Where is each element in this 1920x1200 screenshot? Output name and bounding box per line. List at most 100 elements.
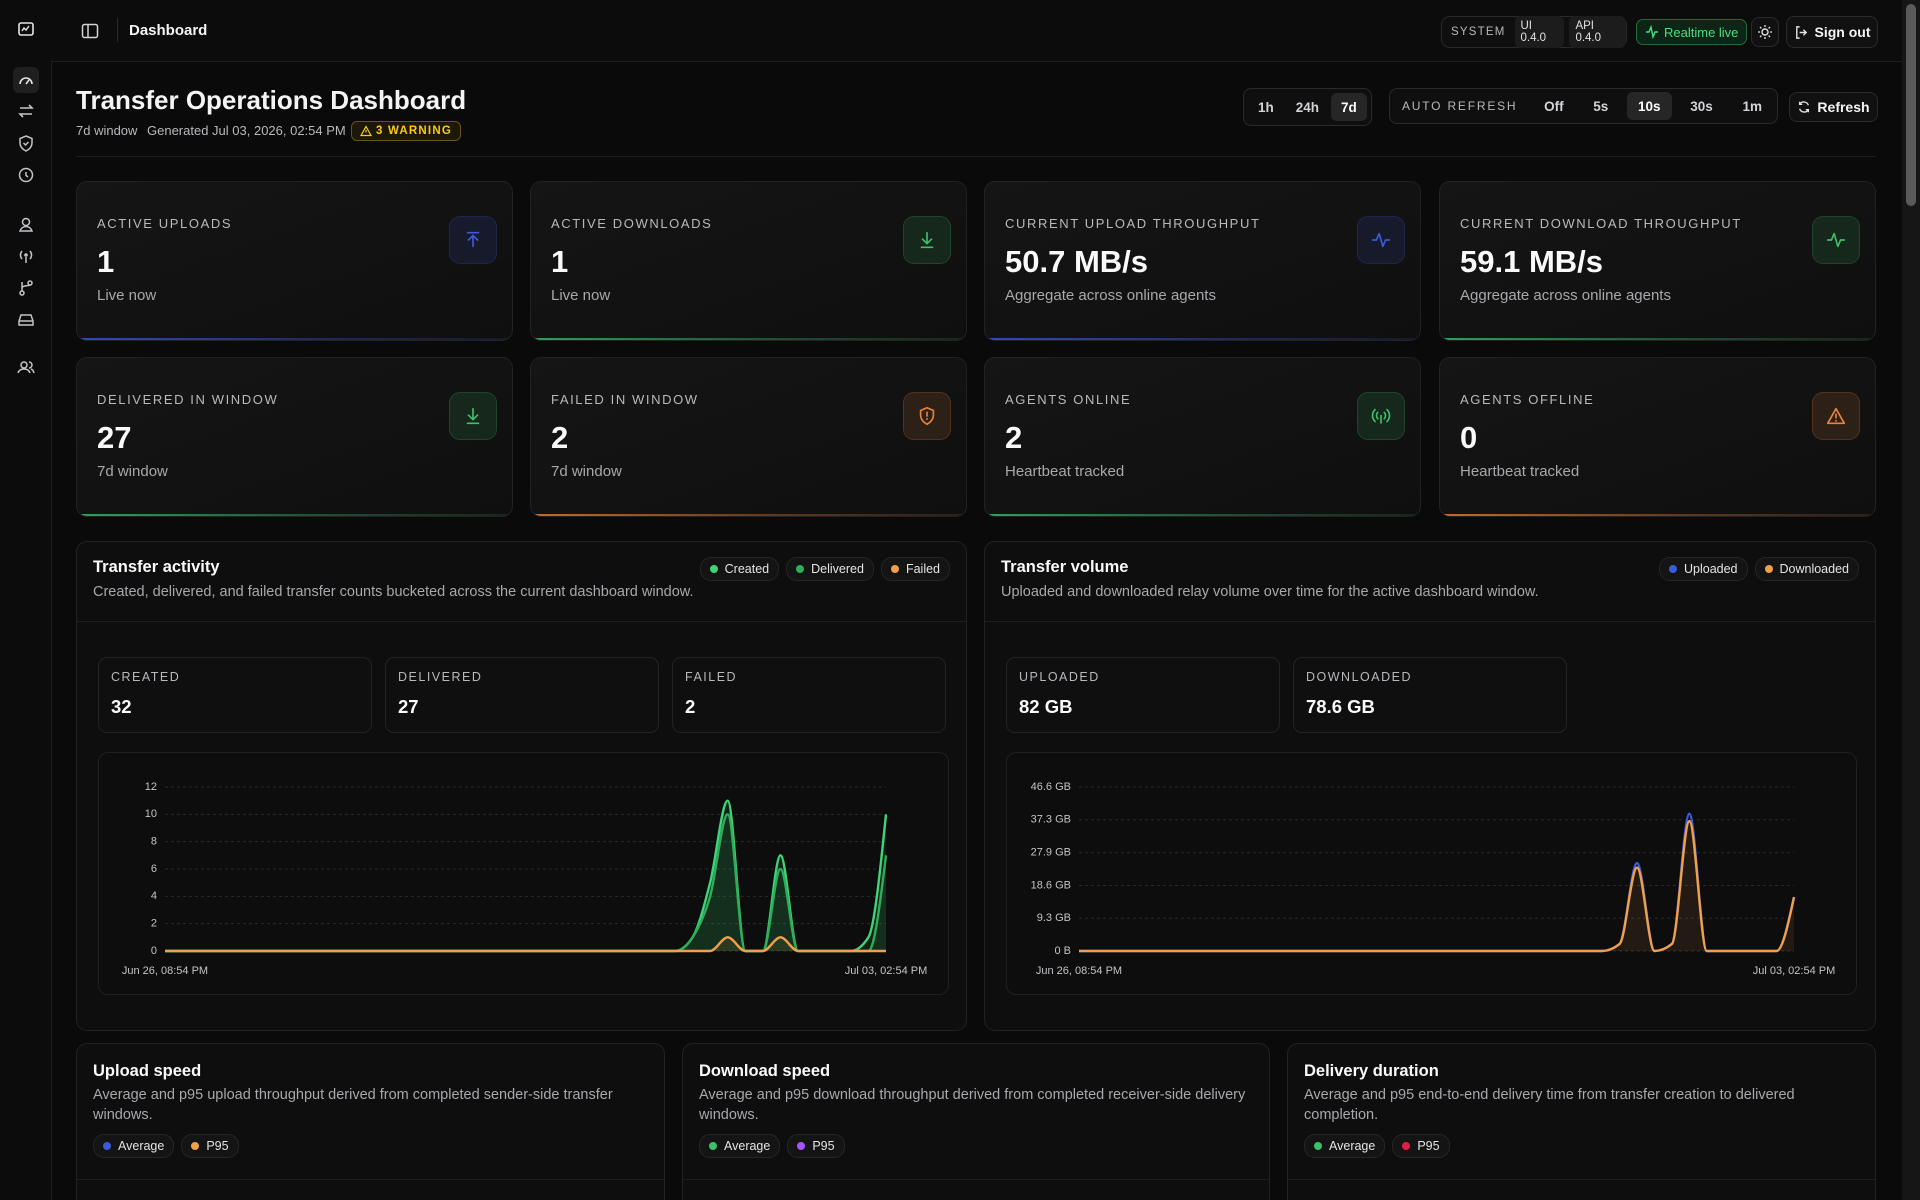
nav-transfers[interactable]: [13, 98, 39, 124]
stat-card: ACTIVE DOWNLOADS 1 Live now: [530, 181, 967, 341]
icon-path: [466, 231, 480, 248]
stat-accent: [985, 514, 1420, 516]
stat-value: 2: [1005, 420, 1023, 455]
legend-dot: [191, 1142, 200, 1150]
legend-text: Uploaded: [1683, 562, 1738, 576]
legend-dot: [1764, 565, 1773, 573]
sidebar-toggle[interactable]: [80, 21, 100, 41]
panel-title: Upload speed: [93, 1062, 202, 1080]
range-option[interactable]: 24h: [1295, 99, 1320, 115]
stat-label: CURRENT UPLOAD THROUGHPUT: [1005, 216, 1261, 231]
stat-accent: [77, 514, 512, 516]
series-area: [165, 814, 886, 951]
legend-text: P95: [206, 1139, 229, 1153]
stat-value: 1: [551, 244, 569, 279]
summary-box: DELIVERED 27: [385, 657, 659, 733]
chart: 0 2 4 6 8 10 12 Jun 26, 08:54 PM Jul 03, 02:54 P…: [122, 781, 927, 977]
stat-value: 50.7 MB/s: [1005, 244, 1149, 279]
sidebar: [0, 0, 52, 1200]
stat-value: 27: [97, 420, 132, 455]
y-tick-label: 4: [151, 890, 157, 902]
stat-label: DELIVERED IN WINDOW: [97, 392, 279, 407]
summary-value: 27: [398, 696, 419, 717]
refresh-option[interactable]: 10s: [1627, 92, 1672, 120]
chart-box: 0 B 9.3 GB 18.6 GB 27.9 GB 37.3 GB 46.6 GB Jun…: [1006, 752, 1857, 995]
stat-icon: [1357, 216, 1405, 264]
nav-security[interactable]: [13, 130, 39, 156]
summary-value: 82 GB: [1019, 696, 1073, 717]
legend-item[interactable]: Average: [1304, 1134, 1386, 1158]
stat-label: FAILED IN WINDOW: [551, 392, 699, 407]
range-option[interactable]: 1h: [1258, 99, 1274, 115]
stat-icon: [1812, 392, 1860, 440]
legend-text: Downloaded: [1779, 562, 1850, 576]
panel-divider: [77, 1179, 664, 1180]
nav-relays[interactable]: [13, 243, 39, 269]
stat-card: CURRENT DOWNLOAD THROUGHPUT 59.1 MB/s Aggr…: [1439, 181, 1876, 341]
logo: [13, 16, 39, 42]
warning-badge[interactable]: 3 WARNING: [351, 121, 461, 141]
refresh-button[interactable]: Refresh: [1789, 92, 1878, 122]
range-option[interactable]: 7d: [1331, 93, 1367, 121]
icon: [466, 231, 480, 248]
stat-value: 1: [97, 244, 115, 279]
x-tick-label: Jul 03, 02:54 PM: [1753, 965, 1836, 977]
panel-subtitle: Created, delivered, and failed transfer …: [93, 584, 694, 600]
stat-card: DELIVERED IN WINDOW 27 7d window: [76, 357, 513, 517]
legend-item[interactable]: Failed: [880, 557, 950, 581]
legend-text: Average: [1329, 1139, 1376, 1153]
panel-subtitle: Uploaded and downloaded relay volume ove…: [1001, 584, 1539, 600]
chart-panel: Transfer activity Created, delivered, and…: [76, 541, 967, 1031]
sun-icon: [1758, 25, 1772, 39]
stat-value: 0: [1460, 420, 1478, 455]
sign-out-icon: [1795, 25, 1807, 39]
stat-accent: [531, 514, 966, 516]
nav-storage[interactable]: [13, 307, 39, 333]
panel-divider: [1288, 1179, 1875, 1180]
panel-divider: [683, 1179, 1269, 1180]
refresh-option[interactable]: Off: [1544, 98, 1564, 114]
legend-text: Average: [724, 1139, 771, 1153]
icon-path: [919, 406, 935, 426]
legend-item[interactable]: P95: [1392, 1134, 1450, 1158]
legend-item[interactable]: Uploaded: [1658, 557, 1748, 581]
legend-dot: [1668, 565, 1677, 573]
y-tick-label: 0 B: [1054, 945, 1071, 957]
legend-item[interactable]: Average: [699, 1134, 781, 1158]
sign-out-button[interactable]: Sign out: [1786, 16, 1878, 48]
legend-item[interactable]: Average: [93, 1134, 175, 1158]
stat-icon: [1357, 392, 1405, 440]
refresh-option[interactable]: 5s: [1593, 98, 1609, 114]
y-tick-label: 27.9 GB: [1031, 847, 1071, 859]
legend-item[interactable]: Created: [699, 557, 780, 581]
stat-label: AGENTS OFFLINE: [1460, 392, 1595, 407]
nav-users[interactable]: [13, 354, 39, 380]
summary-value: 78.6 GB: [1306, 696, 1375, 717]
nav-dashboard[interactable]: [13, 67, 39, 93]
realtime-text: Realtime live: [1664, 24, 1739, 40]
scrollbar-thumb[interactable]: [1906, 4, 1916, 206]
refresh-option[interactable]: 1m: [1742, 98, 1762, 114]
y-tick-label: 8: [151, 836, 157, 848]
window-text: 7d window: [76, 123, 138, 138]
legend: Average P95: [699, 1134, 845, 1158]
y-tick-label: 6: [151, 863, 157, 875]
icon-path: [1371, 408, 1391, 424]
speed-panel: Upload speed Average and p95 upload throu…: [76, 1043, 665, 1200]
stat-accent: [1440, 514, 1875, 516]
legend-item[interactable]: Downloaded: [1754, 557, 1859, 581]
series-area: [165, 800, 886, 951]
stat-label: AGENTS ONLINE: [1005, 392, 1132, 407]
theme-toggle[interactable]: [1751, 17, 1779, 47]
nav-history[interactable]: [13, 162, 39, 188]
legend-item[interactable]: P95: [181, 1134, 239, 1158]
stat-card: AGENTS OFFLINE 0 Heartbeat tracked: [1439, 357, 1876, 517]
legend-item[interactable]: Delivered: [786, 557, 874, 581]
legend-item[interactable]: P95: [787, 1134, 845, 1158]
nav-agents[interactable]: [13, 211, 39, 237]
refresh-text: Refresh: [1817, 99, 1870, 115]
stat-icon: [903, 392, 951, 440]
nav-routes[interactable]: [13, 275, 39, 301]
panel-title: Transfer activity: [93, 558, 220, 576]
refresh-option[interactable]: 30s: [1690, 98, 1713, 114]
